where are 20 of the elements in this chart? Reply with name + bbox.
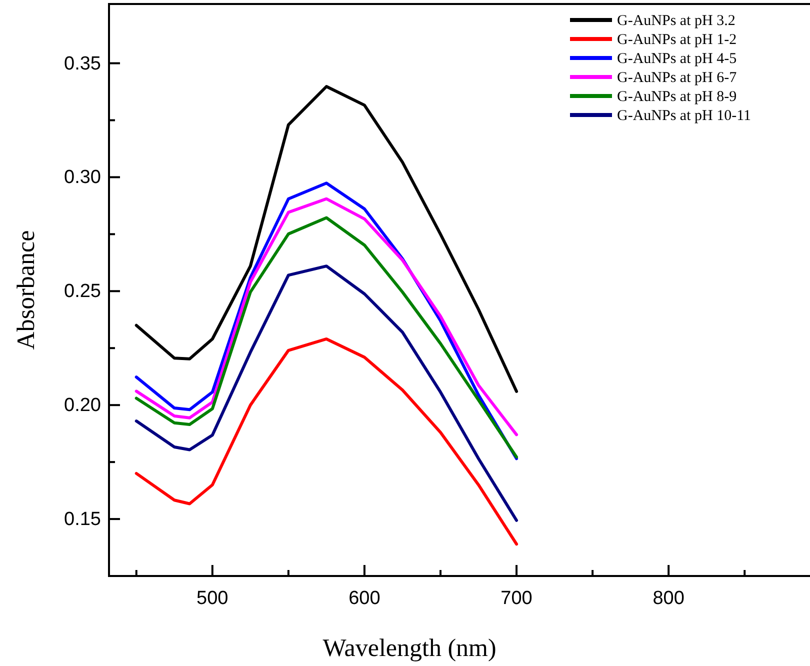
legend-label: G-AuNPs at pH 6-7 bbox=[617, 70, 738, 86]
legend-label: G-AuNPs at pH 1-2 bbox=[617, 32, 737, 48]
y-axis-title: Absorbance bbox=[13, 230, 40, 350]
y-tick-label: 0.25 bbox=[64, 281, 101, 302]
line-series bbox=[134, 84, 518, 393]
y-tick-label: 0.20 bbox=[64, 395, 101, 416]
y-tick-label: 0.30 bbox=[64, 167, 101, 188]
line-series bbox=[134, 337, 518, 546]
x-tick-label: 600 bbox=[348, 588, 380, 609]
legend-label: G-AuNPs at pH 4-5 bbox=[617, 51, 737, 67]
legend-label: G-AuNPs at pH 10-11 bbox=[617, 108, 752, 124]
y-tick-label: 0.35 bbox=[64, 53, 101, 74]
x-axis-title: Wavelength (nm) bbox=[322, 635, 496, 662]
x-tick-label: 500 bbox=[196, 588, 228, 609]
x-tick-label: 700 bbox=[500, 588, 532, 609]
y-tick-label: 0.15 bbox=[64, 509, 101, 530]
x-tick-label: 800 bbox=[652, 588, 684, 609]
legend-label: G-AuNPs at pH 3.2 bbox=[617, 13, 736, 29]
legend-label: G-AuNPs at pH 8-9 bbox=[617, 89, 737, 105]
line-series bbox=[134, 264, 518, 522]
